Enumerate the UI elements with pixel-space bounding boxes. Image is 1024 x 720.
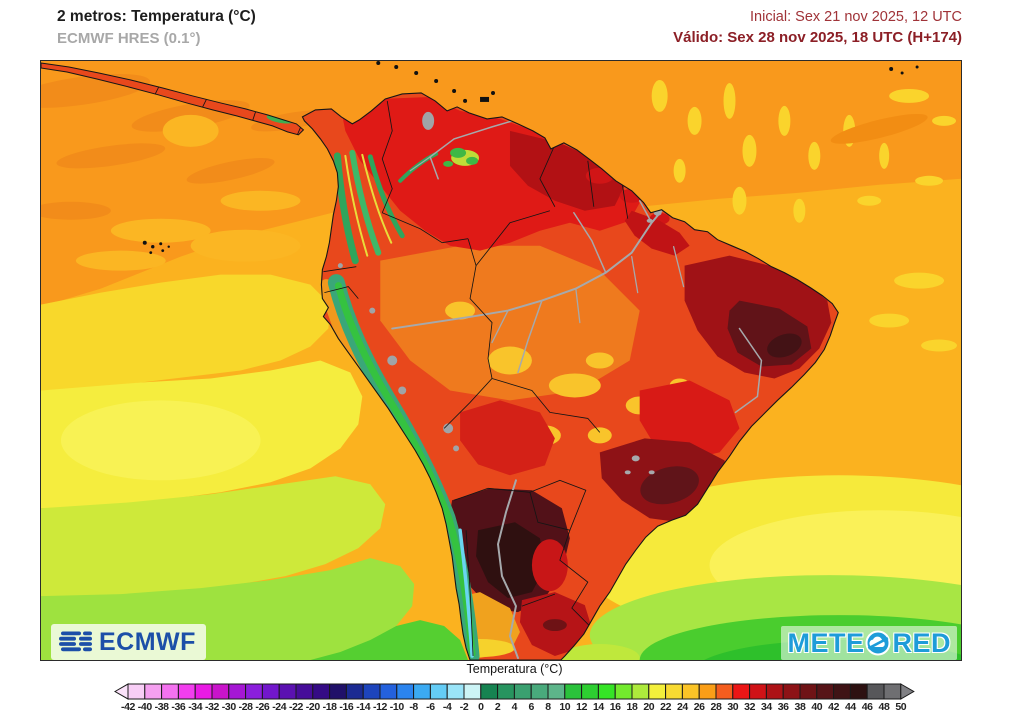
colorbar-tick: 8 bbox=[545, 701, 551, 713]
colorbar-tick: 30 bbox=[727, 701, 739, 713]
colorbar-tick: 26 bbox=[693, 701, 705, 713]
colorbar-tick: -10 bbox=[389, 701, 404, 713]
colorbar-tick: 38 bbox=[794, 701, 806, 713]
colorbar-tick: 32 bbox=[744, 701, 756, 713]
colorbar-tick: 10 bbox=[559, 701, 571, 713]
andes-gray-peaks bbox=[337, 111, 460, 452]
colorbar-tick: -34 bbox=[188, 701, 203, 713]
colorbar-tick: -18 bbox=[322, 701, 337, 713]
colorbar-tick: -20 bbox=[305, 701, 320, 713]
colorbar-tick: 16 bbox=[609, 701, 621, 713]
colorbar-tick: 28 bbox=[710, 701, 722, 713]
colorbar-tick: -24 bbox=[272, 701, 287, 713]
ecmwf-logo: ECMWF bbox=[51, 624, 206, 660]
colorbar-tick: 22 bbox=[660, 701, 672, 713]
colorbar-tick: -8 bbox=[409, 701, 418, 713]
colorbar-tick: 34 bbox=[760, 701, 772, 713]
colorbar-tick: 14 bbox=[592, 701, 604, 713]
colorbar-tick: 36 bbox=[777, 701, 789, 713]
colorbar-tick: 0 bbox=[478, 701, 484, 713]
ecmwf-globe-icon bbox=[59, 631, 92, 652]
colorbar-tick: -6 bbox=[426, 701, 435, 713]
colorbar-svg bbox=[114, 683, 915, 700]
map-canvas: ECMWF METE RED bbox=[40, 60, 962, 661]
meteored-logo: METE RED bbox=[781, 626, 957, 660]
colorbar: -42 -40 -38 -36 -34 -32 -30 -28 -26 -24 -22 -20 -18-… bbox=[114, 683, 915, 714]
colorbar-tick: -12 bbox=[373, 701, 387, 713]
islands bbox=[142, 61, 919, 255]
colorbar-tick: -32 bbox=[205, 701, 219, 713]
colorbar-tick: -36 bbox=[171, 701, 186, 713]
model-subtitle: ECMWF HRES (0.1°) bbox=[57, 30, 201, 47]
rivers bbox=[391, 116, 763, 660]
colorbar-tick: 48 bbox=[878, 701, 890, 713]
colorbar-tick: -40 bbox=[137, 701, 152, 713]
meteored-text-prefix: METE bbox=[787, 627, 865, 658]
colorbar-tick: -38 bbox=[154, 701, 169, 713]
colorbar-tick: 20 bbox=[643, 701, 655, 713]
temperature-field-svg bbox=[41, 61, 961, 660]
colorbar-title: Temperatura (°C) bbox=[466, 662, 563, 676]
valid-time-label: Válido: Sex 28 nov 2025, 18 UTC (H+174) bbox=[673, 29, 962, 46]
colorbar-tick: -22 bbox=[289, 701, 303, 713]
meteored-text-suffix: RED bbox=[892, 627, 951, 658]
colorbar-tick: 40 bbox=[811, 701, 823, 713]
colorbar-tick: 44 bbox=[844, 701, 856, 713]
colorbar-tick: -16 bbox=[339, 701, 354, 713]
page-title: 2 metros: Temperatura (°C) bbox=[57, 8, 256, 25]
colorbar-tick: -30 bbox=[221, 701, 236, 713]
colorbar-tick: 42 bbox=[828, 701, 840, 713]
colorbar-tick: 46 bbox=[861, 701, 873, 713]
init-time-label: Inicial: Sex 21 nov 2025, 12 UTC bbox=[750, 9, 962, 25]
colorbar-tick: 2 bbox=[494, 701, 501, 713]
colorbar-tick: -28 bbox=[238, 701, 253, 713]
colorbar-tick: 12 bbox=[576, 701, 588, 713]
colorbar-tick: 50 bbox=[895, 701, 907, 713]
colorbar-tick: 24 bbox=[676, 701, 688, 713]
ecmwf-logo-text: ECMWF bbox=[99, 627, 196, 656]
colorbar-tick: -26 bbox=[255, 701, 270, 713]
colorbar-tick: 4 bbox=[511, 701, 518, 713]
colorbar-tick: -2 bbox=[459, 701, 469, 713]
country-borders bbox=[154, 82, 629, 657]
colorbar-tick: -4 bbox=[442, 701, 452, 713]
colorbar-tick: -14 bbox=[356, 701, 371, 713]
colorbar-tick: 18 bbox=[626, 701, 638, 713]
colorbar-ticks: -42 -40 -38 -36 -34 -32 -30 -28 -26 -24 -22 -20 -18-… bbox=[114, 700, 915, 714]
colorbar-tick: 6 bbox=[528, 701, 534, 713]
colorbar-tick: -42 bbox=[121, 701, 135, 713]
colorbar-scale bbox=[114, 683, 915, 700]
meteored-cloud-icon bbox=[865, 630, 891, 656]
